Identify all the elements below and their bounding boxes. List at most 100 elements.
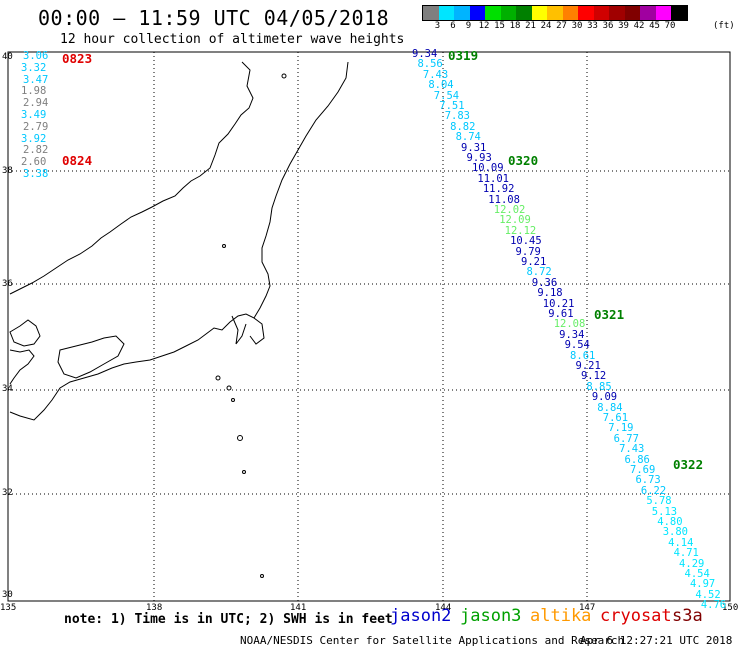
legend-swatch xyxy=(516,6,532,20)
legend-label: 3 xyxy=(434,21,441,31)
wave-height-value: 11.08 xyxy=(488,193,520,206)
satellite-name: altika xyxy=(530,606,592,626)
legend-swatch xyxy=(655,6,671,20)
legend-label: 36 xyxy=(602,21,614,31)
satellite-name: s3a xyxy=(672,606,703,626)
wave-height-value: 9.21 xyxy=(521,256,547,268)
wave-height-value: 2.82 xyxy=(23,144,49,157)
lat-label: 32 xyxy=(2,488,13,498)
pass-time-label: 0322 xyxy=(673,457,704,472)
legend-swatch xyxy=(609,6,625,20)
wave-height-value: 9.93 xyxy=(466,152,492,164)
legend-label: 12 xyxy=(478,21,490,31)
legend-swatch xyxy=(454,6,470,20)
wave-height-value: 6.22 xyxy=(640,484,667,497)
legend-label: 39 xyxy=(618,21,629,31)
map-frame xyxy=(7,51,731,602)
wave-height-value: 8.84 xyxy=(597,401,623,414)
wave-height-value: 9.61 xyxy=(548,308,574,320)
wave-height-value: 9.34 xyxy=(559,328,585,341)
wave-height-color-legend xyxy=(422,5,688,21)
wave-height-value: 3.47 xyxy=(23,73,49,86)
map-title: 00:00 – 11:59 UTC 04/05/2018 xyxy=(38,6,390,30)
legend-swatch xyxy=(624,6,640,20)
wave-height-value: 9.79 xyxy=(515,245,541,258)
wave-height-value: 4.80 xyxy=(657,516,683,528)
wave-height-value: 3.38 xyxy=(23,168,49,180)
satellite-name: jason3 xyxy=(460,606,522,626)
legend-unit: (ft) xyxy=(713,21,735,31)
wave-height-value: 8.56 xyxy=(417,58,443,71)
lon-label: 141 xyxy=(290,603,307,613)
lon-label: 150 xyxy=(722,603,739,613)
credit-line: NOAA/NESDIS Center for Satellite Applica… xyxy=(240,634,625,647)
wave-height-value: 5.13 xyxy=(651,505,678,518)
wave-height-value: 4.97 xyxy=(689,578,716,591)
legend-swatch xyxy=(562,6,578,20)
lat-label: 40 xyxy=(2,52,13,62)
pass-time-label: 0824 xyxy=(62,153,93,168)
wave-height-value: 3.92 xyxy=(21,132,47,145)
legend-swatch xyxy=(500,6,516,20)
wave-height-value: 9.09 xyxy=(591,391,618,404)
wave-height-value: 10.45 xyxy=(510,235,542,248)
kyushu-coastline xyxy=(9,319,41,347)
generated-timestamp: Apr 6 12:27:21 UTC 2018 xyxy=(580,634,733,647)
lon-label: 135 xyxy=(0,603,17,613)
wave-height-value: 7.69 xyxy=(630,464,656,476)
wave-height-value: 4.54 xyxy=(684,568,710,580)
wave-height-value: 7.43 xyxy=(619,443,645,456)
legend-label: 6 xyxy=(450,21,456,31)
pass-time-label: 0319 xyxy=(448,48,479,63)
satellite-name: jason2 xyxy=(390,606,452,626)
legend-swatch xyxy=(423,6,439,20)
legend-label: 24 xyxy=(540,21,552,31)
legend-swatch xyxy=(671,6,687,20)
wave-height-value: 5.78 xyxy=(646,495,672,508)
wave-height-value: 7.54 xyxy=(433,89,460,102)
wave-height-value: 11.92 xyxy=(482,183,515,196)
legend-label: 27 xyxy=(556,21,567,31)
wave-height-value: 7.83 xyxy=(444,110,470,123)
wave-height-value: 2.60 xyxy=(21,156,47,169)
wave-height-value: 9.18 xyxy=(537,287,563,300)
lon-label: 138 xyxy=(146,603,163,613)
legend-swatch xyxy=(469,6,485,20)
wave-height-value: 6.86 xyxy=(624,453,650,466)
wave-height-value: 12.12 xyxy=(504,224,537,237)
legend-label: 42 xyxy=(633,21,645,31)
wave-height-value: 7.19 xyxy=(608,422,634,435)
wave-height-value: 8.72 xyxy=(526,266,552,279)
legend-label: 45 xyxy=(649,21,660,31)
wave-height-value: 8.85 xyxy=(586,380,612,393)
wave-height-value: 4.52 xyxy=(695,588,721,601)
japan-coastline xyxy=(9,61,349,421)
wave-height-value: 9.34 xyxy=(412,48,438,60)
wave-height-value: 9.36 xyxy=(531,276,558,289)
legend-label: 33 xyxy=(587,21,598,31)
satellite-name: cryosat xyxy=(600,606,672,626)
pass-time-label: 0321 xyxy=(594,307,625,322)
legend-swatch xyxy=(438,6,454,20)
wave-height-value: 7.61 xyxy=(602,412,629,424)
wave-height-value: 7.51 xyxy=(439,100,465,112)
wave-height-value: 9.31 xyxy=(461,141,487,154)
legend-label: 18 xyxy=(509,21,521,31)
wave-height-value: 4.71 xyxy=(673,547,699,560)
shikoku-coastline xyxy=(57,335,125,379)
wave-height-value: 10.21 xyxy=(542,297,575,310)
lon-label: 147 xyxy=(579,603,596,613)
footer-note: note: 1) Time is in UTC; 2) SWH is in fe… xyxy=(64,612,393,627)
lat-label: 38 xyxy=(2,166,13,176)
lat-label: 36 xyxy=(2,279,13,289)
wave-height-value: 8.61 xyxy=(570,349,596,362)
legend-swatch xyxy=(547,6,563,20)
wave-height-value: 11.01 xyxy=(477,172,509,185)
map-subtitle: 12 hour collection of altimeter wave hei… xyxy=(60,32,405,47)
legend-swatch xyxy=(531,6,547,20)
lat-label: 30 xyxy=(2,590,13,600)
legend-label: 21 xyxy=(525,21,536,31)
legend-swatch xyxy=(578,6,594,20)
wave-height-value: 6.77 xyxy=(613,432,639,445)
